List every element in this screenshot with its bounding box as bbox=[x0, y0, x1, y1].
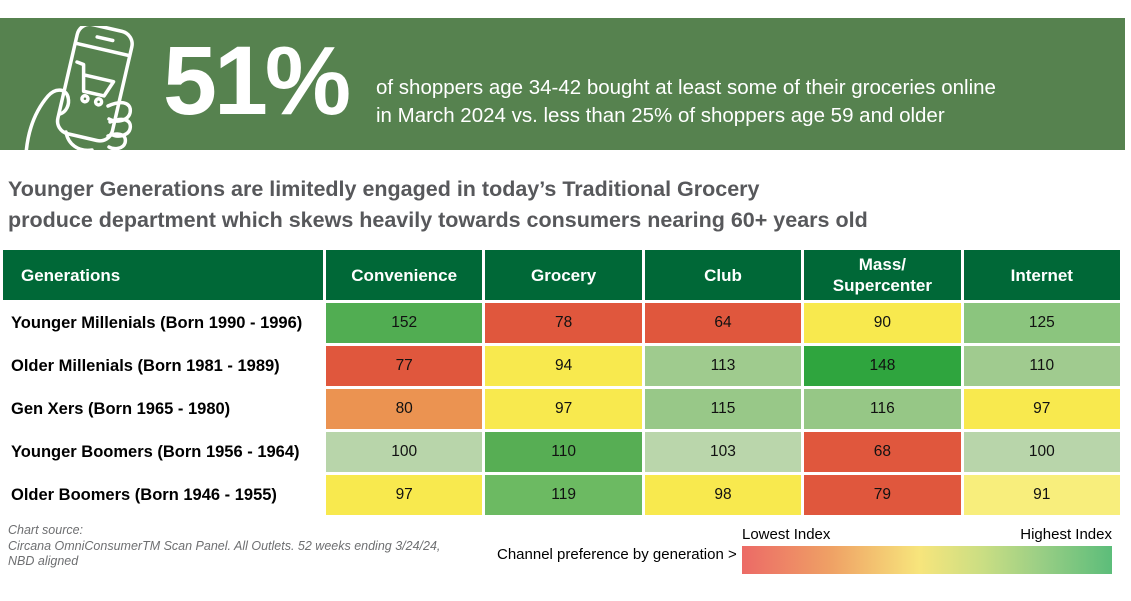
heatmap-cell: 119 bbox=[485, 475, 642, 515]
column-header-convenience: Convenience bbox=[326, 250, 483, 300]
heatmap-cell: 97 bbox=[963, 389, 1120, 429]
heatmap-cell: 64 bbox=[644, 303, 802, 343]
heatmap-cell: 113 bbox=[644, 346, 802, 386]
row-label-gen-xers: Gen Xers (Born 1965 - 1980) bbox=[3, 389, 323, 429]
heatmap-cell: 110 bbox=[963, 346, 1120, 386]
heatmap-cell: 97 bbox=[326, 475, 483, 515]
heatmap-cell: 98 bbox=[644, 475, 802, 515]
heatmap-cell: 79 bbox=[804, 475, 961, 515]
chart-source-line2: Circana OmniConsumerTM Scan Panel. All O… bbox=[8, 538, 441, 553]
chart-source-line3: NBD aligned bbox=[8, 554, 79, 568]
column-header-club: Club bbox=[644, 250, 802, 300]
heatmap-cell: 125 bbox=[963, 303, 1120, 343]
stat-value: 51% bbox=[163, 26, 351, 135]
stat-description-line2: in March 2024 vs. less than 25% of shopp… bbox=[376, 104, 945, 127]
column-header-generations: Generations bbox=[3, 250, 323, 300]
page-title-line1: Younger Generations are limitedly engage… bbox=[8, 177, 760, 201]
heatmap-cell: 110 bbox=[485, 432, 642, 472]
column-header-mass-supercenter: Mass/ Supercenter bbox=[804, 250, 961, 300]
legend-gradient-bar bbox=[742, 546, 1112, 574]
legend-highest-label: Highest Index bbox=[1020, 526, 1112, 543]
heatmap-cell: 100 bbox=[326, 432, 483, 472]
stat-banner: 51% of shoppers age 34-42 bought at leas… bbox=[0, 18, 1125, 150]
heatmap-cell: 80 bbox=[326, 389, 483, 429]
heatmap-cell: 116 bbox=[804, 389, 961, 429]
legend-lowest-label: Lowest Index bbox=[742, 526, 831, 543]
heatmap-cell: 152 bbox=[326, 303, 483, 343]
heatmap-cell: 97 bbox=[485, 389, 642, 429]
chart-source-note: Chart source: Circana OmniConsumerTM Sca… bbox=[8, 523, 440, 570]
stat-description-line1: of shoppers age 34-42 bought at least so… bbox=[376, 76, 996, 99]
heatmap-cell: 91 bbox=[963, 475, 1120, 515]
heatmap-cell: 103 bbox=[644, 432, 802, 472]
heatmap-cell: 115 bbox=[644, 389, 802, 429]
heatmap-cell: 94 bbox=[485, 346, 642, 386]
legend-caption: Channel preference by generation > bbox=[497, 546, 737, 563]
heatmap-table: Generations Convenience Grocery Club Mas… bbox=[3, 250, 1120, 515]
column-header-grocery: Grocery bbox=[485, 250, 642, 300]
row-label-older-boomers: Older Boomers (Born 1946 - 1955) bbox=[3, 475, 323, 515]
heatmap-cell: 78 bbox=[485, 303, 642, 343]
stat-description: of shoppers age 34-42 bought at least so… bbox=[376, 74, 996, 130]
heatmap-cell: 148 bbox=[804, 346, 961, 386]
page-title: Younger Generations are limitedly engage… bbox=[8, 174, 868, 236]
heatmap-cell: 100 bbox=[963, 432, 1120, 472]
page-title-line2: produce department which skews heavily t… bbox=[8, 208, 868, 232]
heatmap-cell: 90 bbox=[804, 303, 961, 343]
row-label-younger-boomers: Younger Boomers (Born 1956 - 1964) bbox=[3, 432, 323, 472]
heatmap-cell: 68 bbox=[804, 432, 961, 472]
hand-holding-phone-cart-icon bbox=[24, 26, 134, 150]
chart-source-line1: Chart source: bbox=[8, 523, 84, 537]
row-label-younger-millenials: Younger Millenials (Born 1990 - 1996) bbox=[3, 303, 323, 343]
column-header-internet: Internet bbox=[963, 250, 1120, 300]
heatmap-cell: 77 bbox=[326, 346, 483, 386]
row-label-older-millenials: Older Millenials (Born 1981 - 1989) bbox=[3, 346, 323, 386]
